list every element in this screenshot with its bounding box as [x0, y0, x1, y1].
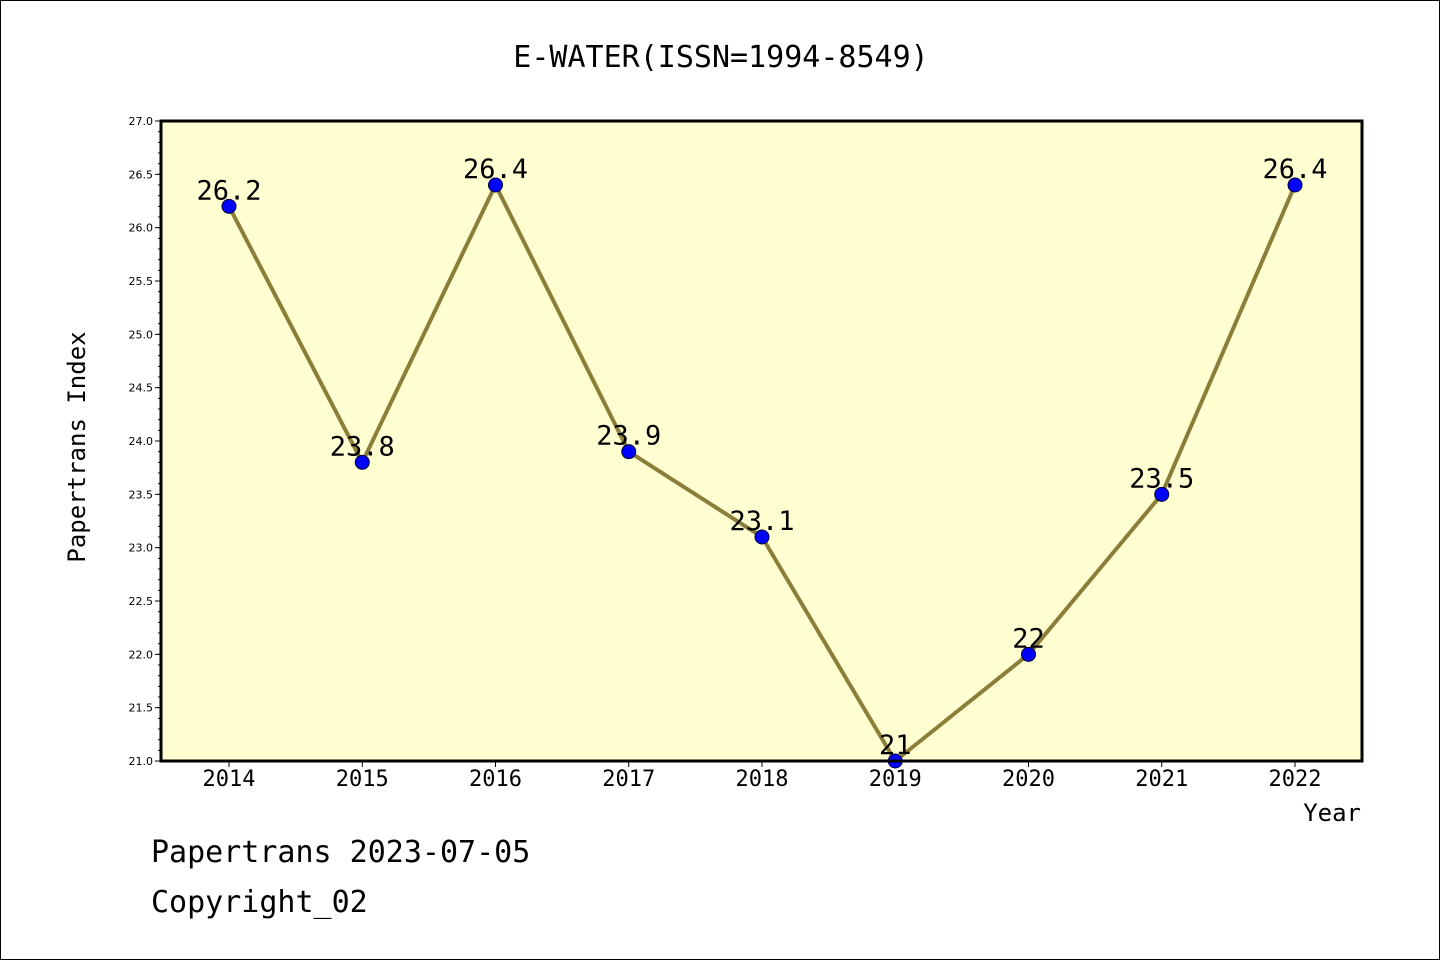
series: 26.2 23.8 26.4 23.9 23.1 21 22 23.5 26.4: [196, 154, 1328, 769]
data-label: 23.5: [1129, 463, 1194, 494]
data-label: 23.9: [596, 421, 661, 452]
x-tick-label: 2015: [336, 767, 389, 792]
data-point: [488, 177, 503, 193]
footer-date: Papertrans 2023-07-05: [151, 835, 531, 870]
y-tick-label: 26.0: [129, 222, 154, 235]
data-label: 26.4: [1262, 154, 1327, 185]
data-label: 26.2: [196, 175, 261, 206]
x-tick-label: 2014: [203, 767, 256, 792]
footer-copyright: Copyright_02: [151, 885, 368, 920]
y-tick-label: 22.0: [129, 648, 154, 661]
y-tick-label: 26.5: [129, 168, 154, 181]
y-axis: 21.0 21.5 22.0 22.5 23.0 23.5 24.0 24.5 25.0 25.5…: [129, 115, 161, 768]
y-axis-label: Papertrans Index: [63, 331, 91, 562]
y-tick-label: 24.5: [129, 382, 154, 395]
x-tick-label: 2019: [869, 767, 922, 792]
x-tick-label: 2017: [602, 767, 655, 792]
y-tick-label: 25.5: [129, 275, 154, 288]
y-tick-label: 21.5: [129, 702, 154, 715]
x-axis: 2014 2015 2016 2017 2018 2019 2020 2021 2022: [203, 761, 1322, 792]
x-tick-label: 2020: [1002, 767, 1055, 792]
y-tick-label: 25.0: [129, 328, 154, 341]
x-tick-label: 2021: [1135, 767, 1188, 792]
x-tick-label: 2016: [469, 767, 522, 792]
data-point: [621, 444, 637, 460]
data-label: 23.8: [330, 431, 395, 462]
y-tick-label: 27.0: [129, 115, 154, 128]
x-tick-label: 2022: [1269, 767, 1322, 792]
y-tick-label: 23.5: [129, 488, 154, 501]
plot-area: [161, 121, 1362, 761]
data-point: [1021, 646, 1036, 662]
data-point: [221, 198, 237, 214]
data-point: [354, 454, 370, 470]
data-point: [1154, 486, 1170, 502]
y-tick-label: 21.0: [129, 755, 154, 768]
plot-border: [159, 119, 1364, 763]
data-label: 21: [879, 730, 912, 761]
y-tick-label: 24.0: [129, 435, 154, 448]
data-point: [754, 529, 770, 545]
y-tick-label: 22.5: [129, 595, 154, 608]
data-point: [1287, 177, 1303, 193]
data-label: 22: [1012, 623, 1045, 654]
x-tick-label: 2018: [736, 767, 789, 792]
data-label: 23.1: [729, 506, 794, 537]
data-label: 26.4: [463, 154, 528, 185]
chart-title: E-WATER(ISSN=1994-8549): [513, 40, 928, 75]
y-tick-label: 23.0: [129, 542, 154, 555]
x-axis-label: Year: [1303, 799, 1361, 827]
